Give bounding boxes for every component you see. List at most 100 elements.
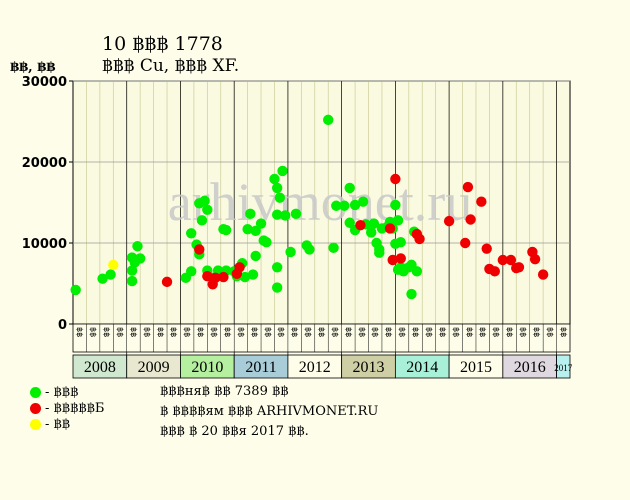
data-point <box>392 215 404 226</box>
data-point <box>210 272 221 284</box>
quarter-label: ฿฿ <box>89 327 98 337</box>
data-point <box>357 196 369 207</box>
quarter-label: ฿฿ <box>75 327 84 337</box>
data-point <box>368 218 380 229</box>
year-label: 2015 <box>460 359 492 376</box>
year-label: 2016 <box>514 359 546 376</box>
data-point <box>202 271 213 282</box>
data-point <box>132 241 143 252</box>
quarter-label: ฿฿ <box>451 327 460 337</box>
data-point <box>186 266 197 277</box>
data-point <box>250 225 261 237</box>
quarter-label: ฿฿ <box>183 327 192 337</box>
note-average-price: ฿฿฿ня฿ ฿฿ 7389 ฿฿ <box>160 384 289 399</box>
data-point <box>234 262 245 273</box>
data-point <box>126 265 138 276</box>
data-point <box>390 238 401 250</box>
data-point <box>462 181 474 193</box>
data-point <box>247 269 259 280</box>
legend-label: - ฿฿ <box>45 417 71 432</box>
data-point <box>245 208 256 220</box>
data-point <box>239 271 251 283</box>
quarter-label: ฿฿ <box>196 327 205 337</box>
data-point <box>339 200 350 211</box>
data-point <box>285 246 296 258</box>
quarter-label: ฿฿ <box>210 327 219 337</box>
data-point <box>406 288 417 300</box>
data-point <box>220 224 232 236</box>
data-point <box>242 224 253 235</box>
data-point <box>186 228 197 239</box>
y-tick-label: 10000 <box>22 237 67 252</box>
data-point <box>328 242 339 254</box>
data-point <box>202 204 213 215</box>
data-point <box>497 254 509 266</box>
year-label: 2012 <box>299 359 331 376</box>
data-point <box>271 262 283 273</box>
quarter-label: ฿฿ <box>102 327 111 337</box>
legend-item-sold: - ฿฿฿ <box>30 385 78 400</box>
data-point <box>323 114 334 126</box>
y-tick-label: 20000 <box>22 156 67 171</box>
data-point <box>277 165 288 177</box>
data-point <box>199 195 210 207</box>
quarter-label: ฿฿ <box>532 327 541 337</box>
data-point <box>366 227 377 238</box>
data-point <box>271 182 283 194</box>
data-point <box>196 215 208 226</box>
data-point <box>134 253 146 264</box>
year-label: 2009 <box>138 359 170 376</box>
data-point <box>274 192 286 203</box>
data-point <box>411 266 423 277</box>
legend-dot-yellow <box>30 419 41 430</box>
quarter-label: ฿฿ <box>317 327 326 337</box>
year-label: 2011 <box>245 359 276 376</box>
legend-label: - ฿฿฿฿฿Б <box>45 401 105 416</box>
quarter-label: ฿฿ <box>465 327 474 337</box>
data-point <box>70 284 81 296</box>
data-point <box>280 210 291 221</box>
watermark: arhivmonet.ru <box>168 172 472 232</box>
data-point <box>194 244 205 255</box>
year-label: 2017 <box>554 363 573 373</box>
data-point <box>465 214 476 225</box>
data-point <box>126 275 138 287</box>
quarter-label: ฿฿ <box>169 327 178 337</box>
legend-item-unsold: - ฿฿฿฿฿Б <box>30 401 104 416</box>
year-label: 2010 <box>191 359 223 376</box>
data-point <box>250 250 261 262</box>
year-label: 2008 <box>84 359 116 376</box>
data-point <box>105 269 116 280</box>
data-point <box>476 196 487 207</box>
data-point <box>460 237 471 249</box>
plot-area <box>72 80 571 325</box>
note-date: ฿฿฿ ฿ 20 ฿฿я 2017 ฿฿. <box>160 424 309 439</box>
data-point <box>97 273 108 284</box>
quarter-label: ฿฿ <box>559 327 568 337</box>
quarter-label: ฿฿ <box>344 327 353 337</box>
data-point <box>443 215 455 227</box>
price-scatter-chart: 0 10000 20000 30000 ฿฿ ฿฿ ฿฿ ฿฿ ฿฿ ฿฿ ฿฿ ฿฿ ฿฿ ฿฿ ฿฿ ฿฿… <box>22 75 573 379</box>
data-point <box>537 269 549 280</box>
data-point <box>290 208 302 220</box>
quarter-label: ฿฿ <box>250 327 259 337</box>
quarter-label: ฿฿ <box>398 327 407 337</box>
year-label: 2013 <box>353 359 385 376</box>
data-point <box>489 266 500 277</box>
data-point <box>344 217 355 228</box>
y-tick-label: 30000 <box>22 75 67 90</box>
data-point <box>529 254 541 265</box>
legend-item-other: - ฿฿ <box>30 417 70 432</box>
quarter-label: ฿฿ <box>116 327 125 337</box>
data-point <box>374 247 385 258</box>
quarter-label: ฿฿ <box>236 327 245 337</box>
quarter-label: ฿฿ <box>223 327 232 337</box>
quarter-label: ฿฿ <box>156 327 165 337</box>
chart-title: 10 ฿฿฿ 1778 <box>102 33 223 55</box>
quarter-label: ฿฿ <box>424 327 433 337</box>
quarter-row <box>72 323 571 353</box>
quarter-label: ฿฿ <box>438 327 447 337</box>
legend-dot-green <box>30 387 41 398</box>
data-point <box>218 271 229 283</box>
data-point <box>269 173 280 185</box>
